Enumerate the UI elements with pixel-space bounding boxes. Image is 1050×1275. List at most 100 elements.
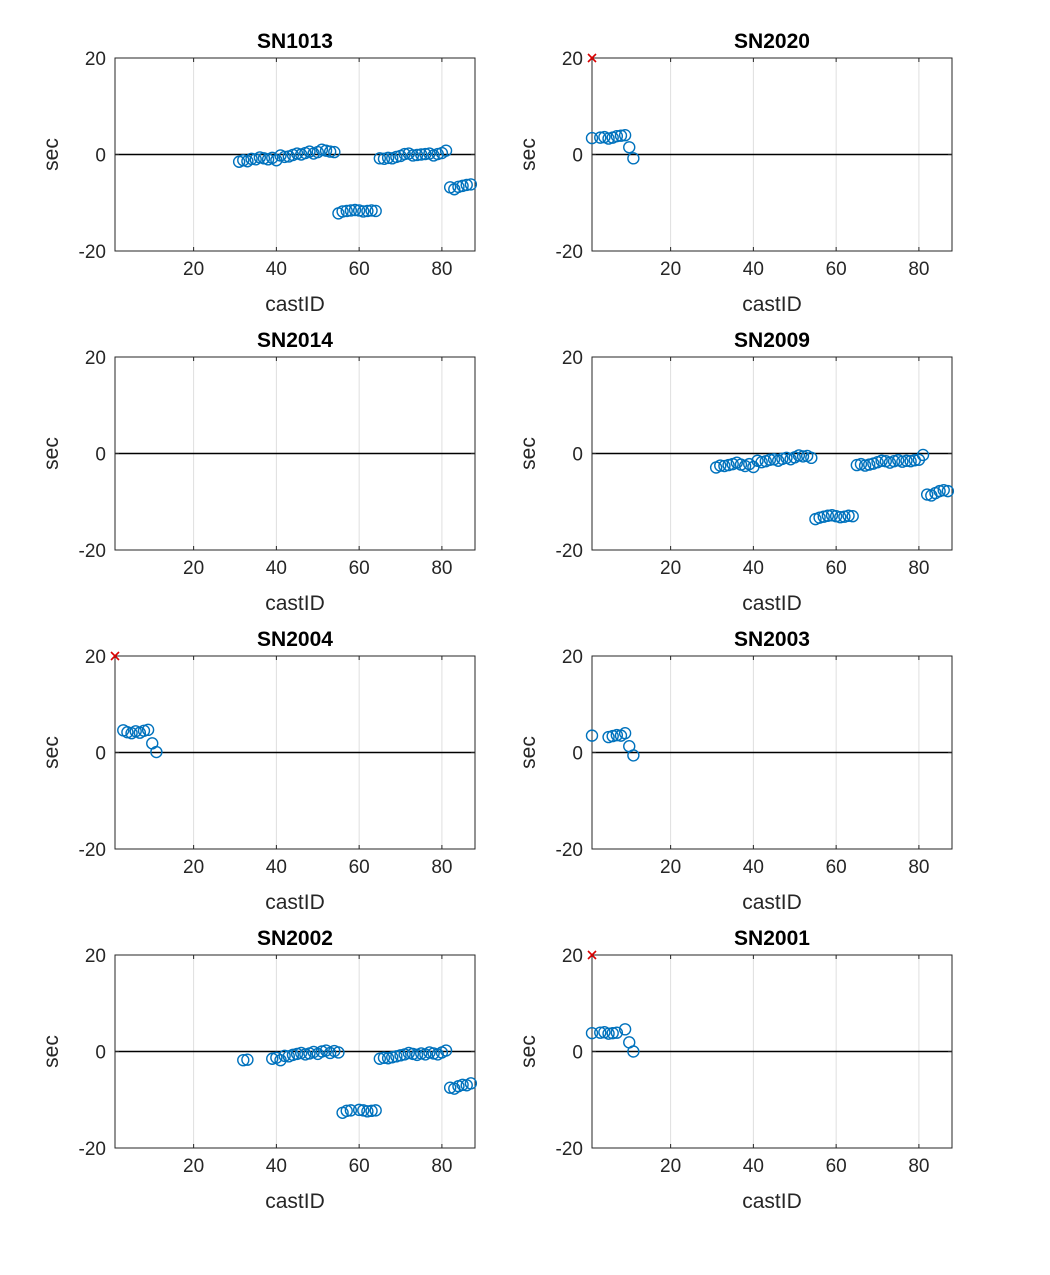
data-point [763, 453, 777, 466]
y-tick-label: 20 [85, 49, 106, 70]
y-tick-label: 0 [95, 445, 106, 466]
data-point [278, 1049, 291, 1063]
x-axis-label: castID [742, 1190, 802, 1213]
y-axis-label: sec [517, 437, 540, 470]
data-point [627, 152, 640, 165]
data-point [610, 129, 624, 143]
x-axis-label: castID [265, 891, 325, 914]
x-tick-label: 20 [183, 857, 204, 878]
subplot-title: SN2014 [257, 329, 333, 352]
data-point [618, 1023, 632, 1036]
data-point [456, 1078, 469, 1091]
x-tick-label: 60 [349, 857, 370, 878]
y-axis-label: sec [40, 736, 63, 769]
data-point [361, 1105, 374, 1118]
data-point [464, 178, 478, 191]
data-point [464, 1077, 478, 1090]
data-point [439, 144, 453, 157]
outlier-stroke [587, 53, 597, 63]
data-point [365, 204, 378, 217]
data-point [439, 1044, 453, 1057]
data-point [714, 459, 727, 472]
subplot-sn2001: 20 40 60 80 -20 0 20 SN2001 castID sec [517, 927, 953, 1213]
x-tick-label: 40 [743, 857, 764, 878]
data-point [332, 1046, 345, 1059]
x-tick-label: 40 [266, 857, 287, 878]
x-tick-label: 40 [266, 558, 287, 579]
x-tick-label: 60 [826, 857, 847, 878]
x-tick-label: 60 [349, 1156, 370, 1177]
y-tick-label: 20 [562, 49, 583, 70]
data-point [344, 204, 358, 217]
y-tick-label: -20 [556, 541, 583, 562]
y-tick-label: -20 [556, 242, 583, 263]
data-point [141, 723, 155, 737]
x-axis-label: castID [742, 592, 802, 615]
outlier-marker [587, 950, 597, 960]
subplot-sn2004: 20 40 60 80 -20 0 20 SN2004 castID sec [40, 628, 476, 914]
data-point [585, 729, 599, 742]
x-tick-label: 20 [183, 259, 204, 280]
subplot-sn2020: 20 40 60 80 -20 0 20 SN2020 castID sec [517, 30, 953, 316]
data-point [344, 1104, 358, 1117]
x-tick-label: 80 [908, 558, 929, 579]
y-axis-label: sec [40, 437, 63, 470]
x-axis-label: castID [265, 293, 325, 316]
x-tick-label: 80 [431, 558, 452, 579]
x-tick-label: 40 [743, 259, 764, 280]
y-tick-label: 20 [562, 647, 583, 668]
subplot-sn2002: 20 40 60 80 -20 0 20 SN2002 castID sec [40, 927, 478, 1213]
data-point [419, 147, 432, 161]
data-point [278, 150, 291, 164]
data-point [846, 510, 859, 523]
subplot-title: SN2004 [257, 628, 333, 651]
subplot-title: SN2002 [257, 927, 333, 950]
data-point [618, 727, 632, 740]
data-point [585, 1026, 599, 1040]
x-tick-label: 60 [349, 558, 370, 579]
data-point [796, 450, 810, 463]
x-axis-label: castID [265, 1190, 325, 1213]
data-point [369, 204, 382, 218]
data-point [941, 484, 955, 498]
y-axis-label: sec [40, 1035, 63, 1068]
data-point [237, 1053, 250, 1067]
x-axis-label: castID [742, 891, 802, 914]
data-point [842, 509, 855, 522]
x-tick-label: 20 [660, 857, 681, 878]
x-tick-label: 20 [183, 558, 204, 579]
x-tick-label: 80 [431, 259, 452, 280]
y-tick-label: 20 [85, 946, 106, 967]
data-point [406, 149, 420, 162]
data-point [373, 152, 387, 165]
subplot-title: SN2003 [734, 628, 810, 651]
data-point [410, 148, 424, 162]
y-tick-label: 0 [572, 744, 583, 765]
data-point [245, 152, 258, 166]
data-point [610, 728, 624, 742]
y-tick-label: 20 [85, 348, 106, 369]
x-axis-label: castID [742, 293, 802, 316]
data-point [415, 148, 428, 161]
y-tick-label: 20 [562, 946, 583, 967]
y-tick-label: 0 [95, 744, 106, 765]
data-point [340, 1104, 353, 1118]
x-tick-label: 60 [826, 259, 847, 280]
data-point [627, 749, 640, 762]
data-point [623, 141, 636, 154]
y-axis-label: sec [517, 1035, 540, 1068]
subplot-sn2003: 20 40 60 80 -20 0 20 SN2003 castID sec [517, 628, 953, 914]
y-axis-label: sec [40, 138, 63, 171]
y-tick-label: -20 [79, 541, 106, 562]
data-point [340, 204, 353, 218]
x-tick-label: 20 [660, 1156, 681, 1177]
outlier-stroke [110, 651, 120, 661]
outlier-marker [110, 651, 120, 661]
data-point [916, 448, 930, 462]
data-point [602, 1027, 615, 1040]
data-point [328, 145, 341, 159]
data-point [381, 151, 395, 165]
y-tick-label: 0 [95, 1043, 106, 1064]
data-point [377, 1051, 391, 1064]
x-tick-label: 40 [266, 1156, 287, 1177]
